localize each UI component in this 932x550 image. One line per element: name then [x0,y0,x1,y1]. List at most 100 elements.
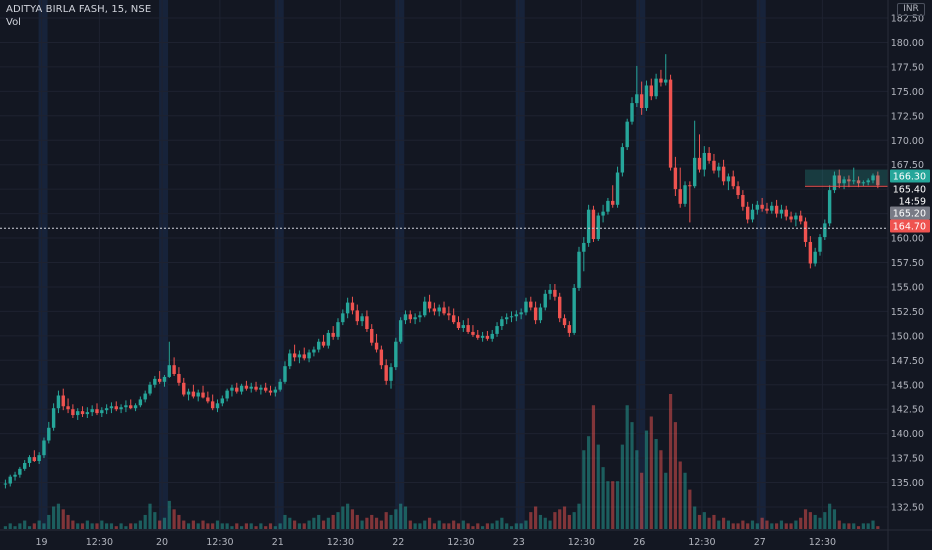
volume-bar [220,523,224,529]
volume-bar [124,526,128,529]
volume-bar [625,405,629,529]
candle-body [297,354,302,358]
volume-bar [456,523,461,529]
price-tick-label: 182.50 [891,14,924,25]
volume-bar [615,481,620,529]
volume-bar [828,503,832,529]
volume-bar [389,514,393,529]
volume-bar [452,520,456,529]
volume-bar [293,520,297,529]
candle-body [615,172,620,205]
volume-bar [423,520,427,529]
candle-body [818,237,822,252]
candle-body [47,427,51,441]
candle-body [437,307,441,312]
volume-bar [432,523,436,529]
candle-body [866,180,870,183]
candle-body [876,175,880,186]
volume-bar [582,450,586,529]
volume-bar [172,509,176,529]
volume-bar [129,523,133,529]
candle-body [418,315,422,318]
volume-bar [52,506,56,529]
candle-body [394,341,398,368]
volume-bar [350,509,355,529]
session-band [274,0,284,530]
volume-bar [321,520,326,529]
volume-bar [360,520,364,529]
volume-bar [331,514,335,529]
volume-bar [399,503,403,529]
candle-body [697,157,702,170]
volume-bar [403,506,408,529]
candle-body [649,85,653,97]
candle-body [124,405,128,408]
price-tick-label: 155.00 [891,282,924,293]
price-series [3,54,880,489]
volume-bar [42,523,46,529]
volume-bar [32,523,36,529]
volume-bar [731,523,735,529]
volume-bar [823,512,827,529]
volume-bar [278,523,282,529]
candle-body [823,223,827,238]
volume-bar [529,512,533,529]
candle-body [244,385,249,389]
candle-body [167,365,171,377]
grid [0,0,888,530]
volume-bar [336,512,340,529]
time-tick-label: 26 [633,537,645,548]
volume-bar [143,514,147,529]
volume-bar [413,523,417,529]
volume-bar [153,512,157,529]
price-tick-label: 150.00 [891,331,924,342]
volume-bar [640,472,644,529]
price-tick-label: 140.00 [891,429,924,440]
candle-body [42,440,46,456]
volume-bar [61,509,65,529]
candle-body [538,307,543,321]
time-tick-label: 22 [392,537,404,548]
volume-bar [688,489,692,529]
volume-bar [307,520,311,529]
candle-body [707,152,711,161]
candle-body [784,209,788,217]
candle-body [312,349,316,353]
volume-bar [264,526,268,529]
volume-bar [365,517,369,529]
volume-bar [177,514,181,529]
volume-bar [509,526,514,529]
price-tag-bg [890,206,930,220]
price-tag-label: 164.70 [893,222,926,233]
candle-body [837,175,841,184]
volume-bar [23,520,27,529]
currency-badge[interactable]: INR [897,3,925,16]
candle-body [524,301,528,313]
volume-bar [288,517,292,529]
candle-body [654,78,658,97]
price-tag-bg [890,219,930,233]
volume-bar [789,523,793,529]
candle-body [543,293,547,308]
time-tick-label: 12:30 [86,537,113,548]
volume-bar [384,512,388,529]
volume-bar [775,523,779,529]
price-tick-label: 177.50 [891,62,924,73]
price-tag-bg [890,194,930,208]
volume-bar [770,523,774,529]
candle-body [259,387,263,390]
volume-bar [659,450,663,529]
volume-bar [244,523,249,529]
volume-bar [13,526,17,529]
volume-bar [577,503,581,529]
candle-body [263,387,268,391]
candle-body [336,322,340,337]
candle-body [85,412,90,415]
volume-bar [524,520,528,529]
volume-bar [784,523,788,529]
volume-bar [100,520,104,529]
candle-body [644,85,649,108]
candle-body [138,399,143,406]
